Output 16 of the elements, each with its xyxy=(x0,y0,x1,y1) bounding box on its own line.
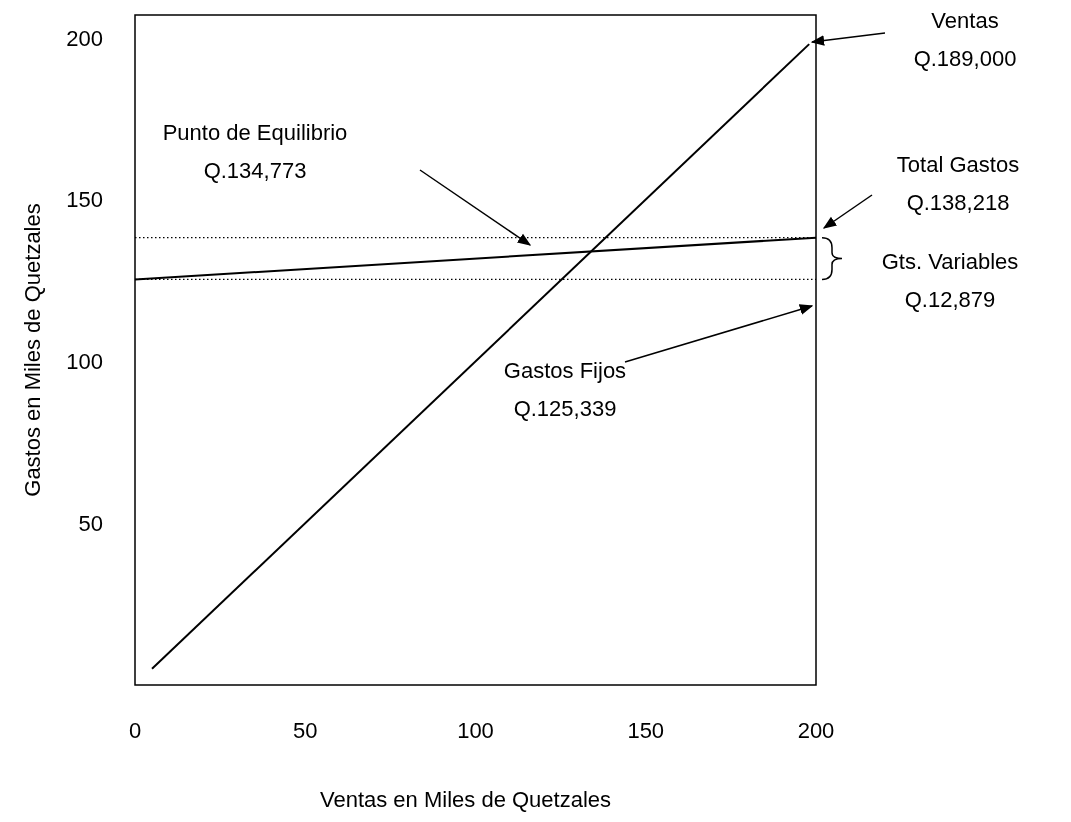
y-tick-label: 150 xyxy=(66,187,103,213)
text: Total Gastos Q.138,218 xyxy=(896,152,1020,215)
y-tick-label: 100 xyxy=(66,349,103,375)
text: Gts. Variables Q.12,879 xyxy=(881,248,1019,312)
y-axis-title: Gastos en Miles de Quetzales xyxy=(20,203,45,497)
x-tick-label: 200 xyxy=(797,718,835,743)
text: Ventas Q.189,000 xyxy=(913,8,1017,71)
y-tick-label: 200 xyxy=(66,25,103,51)
x-tick-label: 50 xyxy=(293,718,318,743)
annotation: Gastos Fijos Q.125,339 xyxy=(503,358,627,421)
x-axis-title: Ventas en Miles de Quetzales xyxy=(319,787,612,812)
x-tick-label: 150 xyxy=(627,718,665,743)
annotation: Punto de Equilibrio Q.134,773 xyxy=(162,120,348,183)
y-tick-label: 50 xyxy=(78,511,103,537)
x-tick-label: 100 xyxy=(457,718,494,743)
x-tick-label: 0 xyxy=(128,718,142,743)
